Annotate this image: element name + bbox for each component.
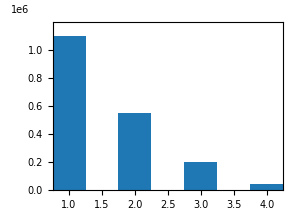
Bar [53, 36, 86, 190]
Bar [119, 113, 152, 190]
Text: 1e6: 1e6 [11, 5, 29, 15]
Bar [184, 162, 217, 190]
Bar [250, 185, 283, 190]
